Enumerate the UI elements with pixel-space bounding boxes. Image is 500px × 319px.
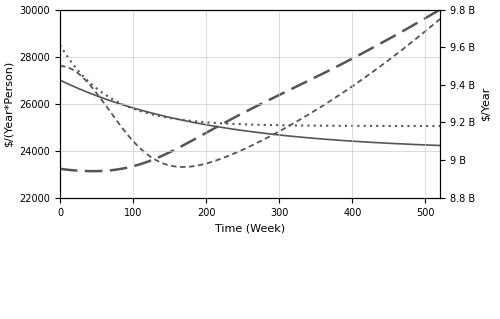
X-axis label: Time (Week): Time (Week) [215,223,285,233]
Y-axis label: $/Year: $/Year [480,86,490,121]
Y-axis label: $/(Year*Person): $/(Year*Person) [4,61,14,147]
